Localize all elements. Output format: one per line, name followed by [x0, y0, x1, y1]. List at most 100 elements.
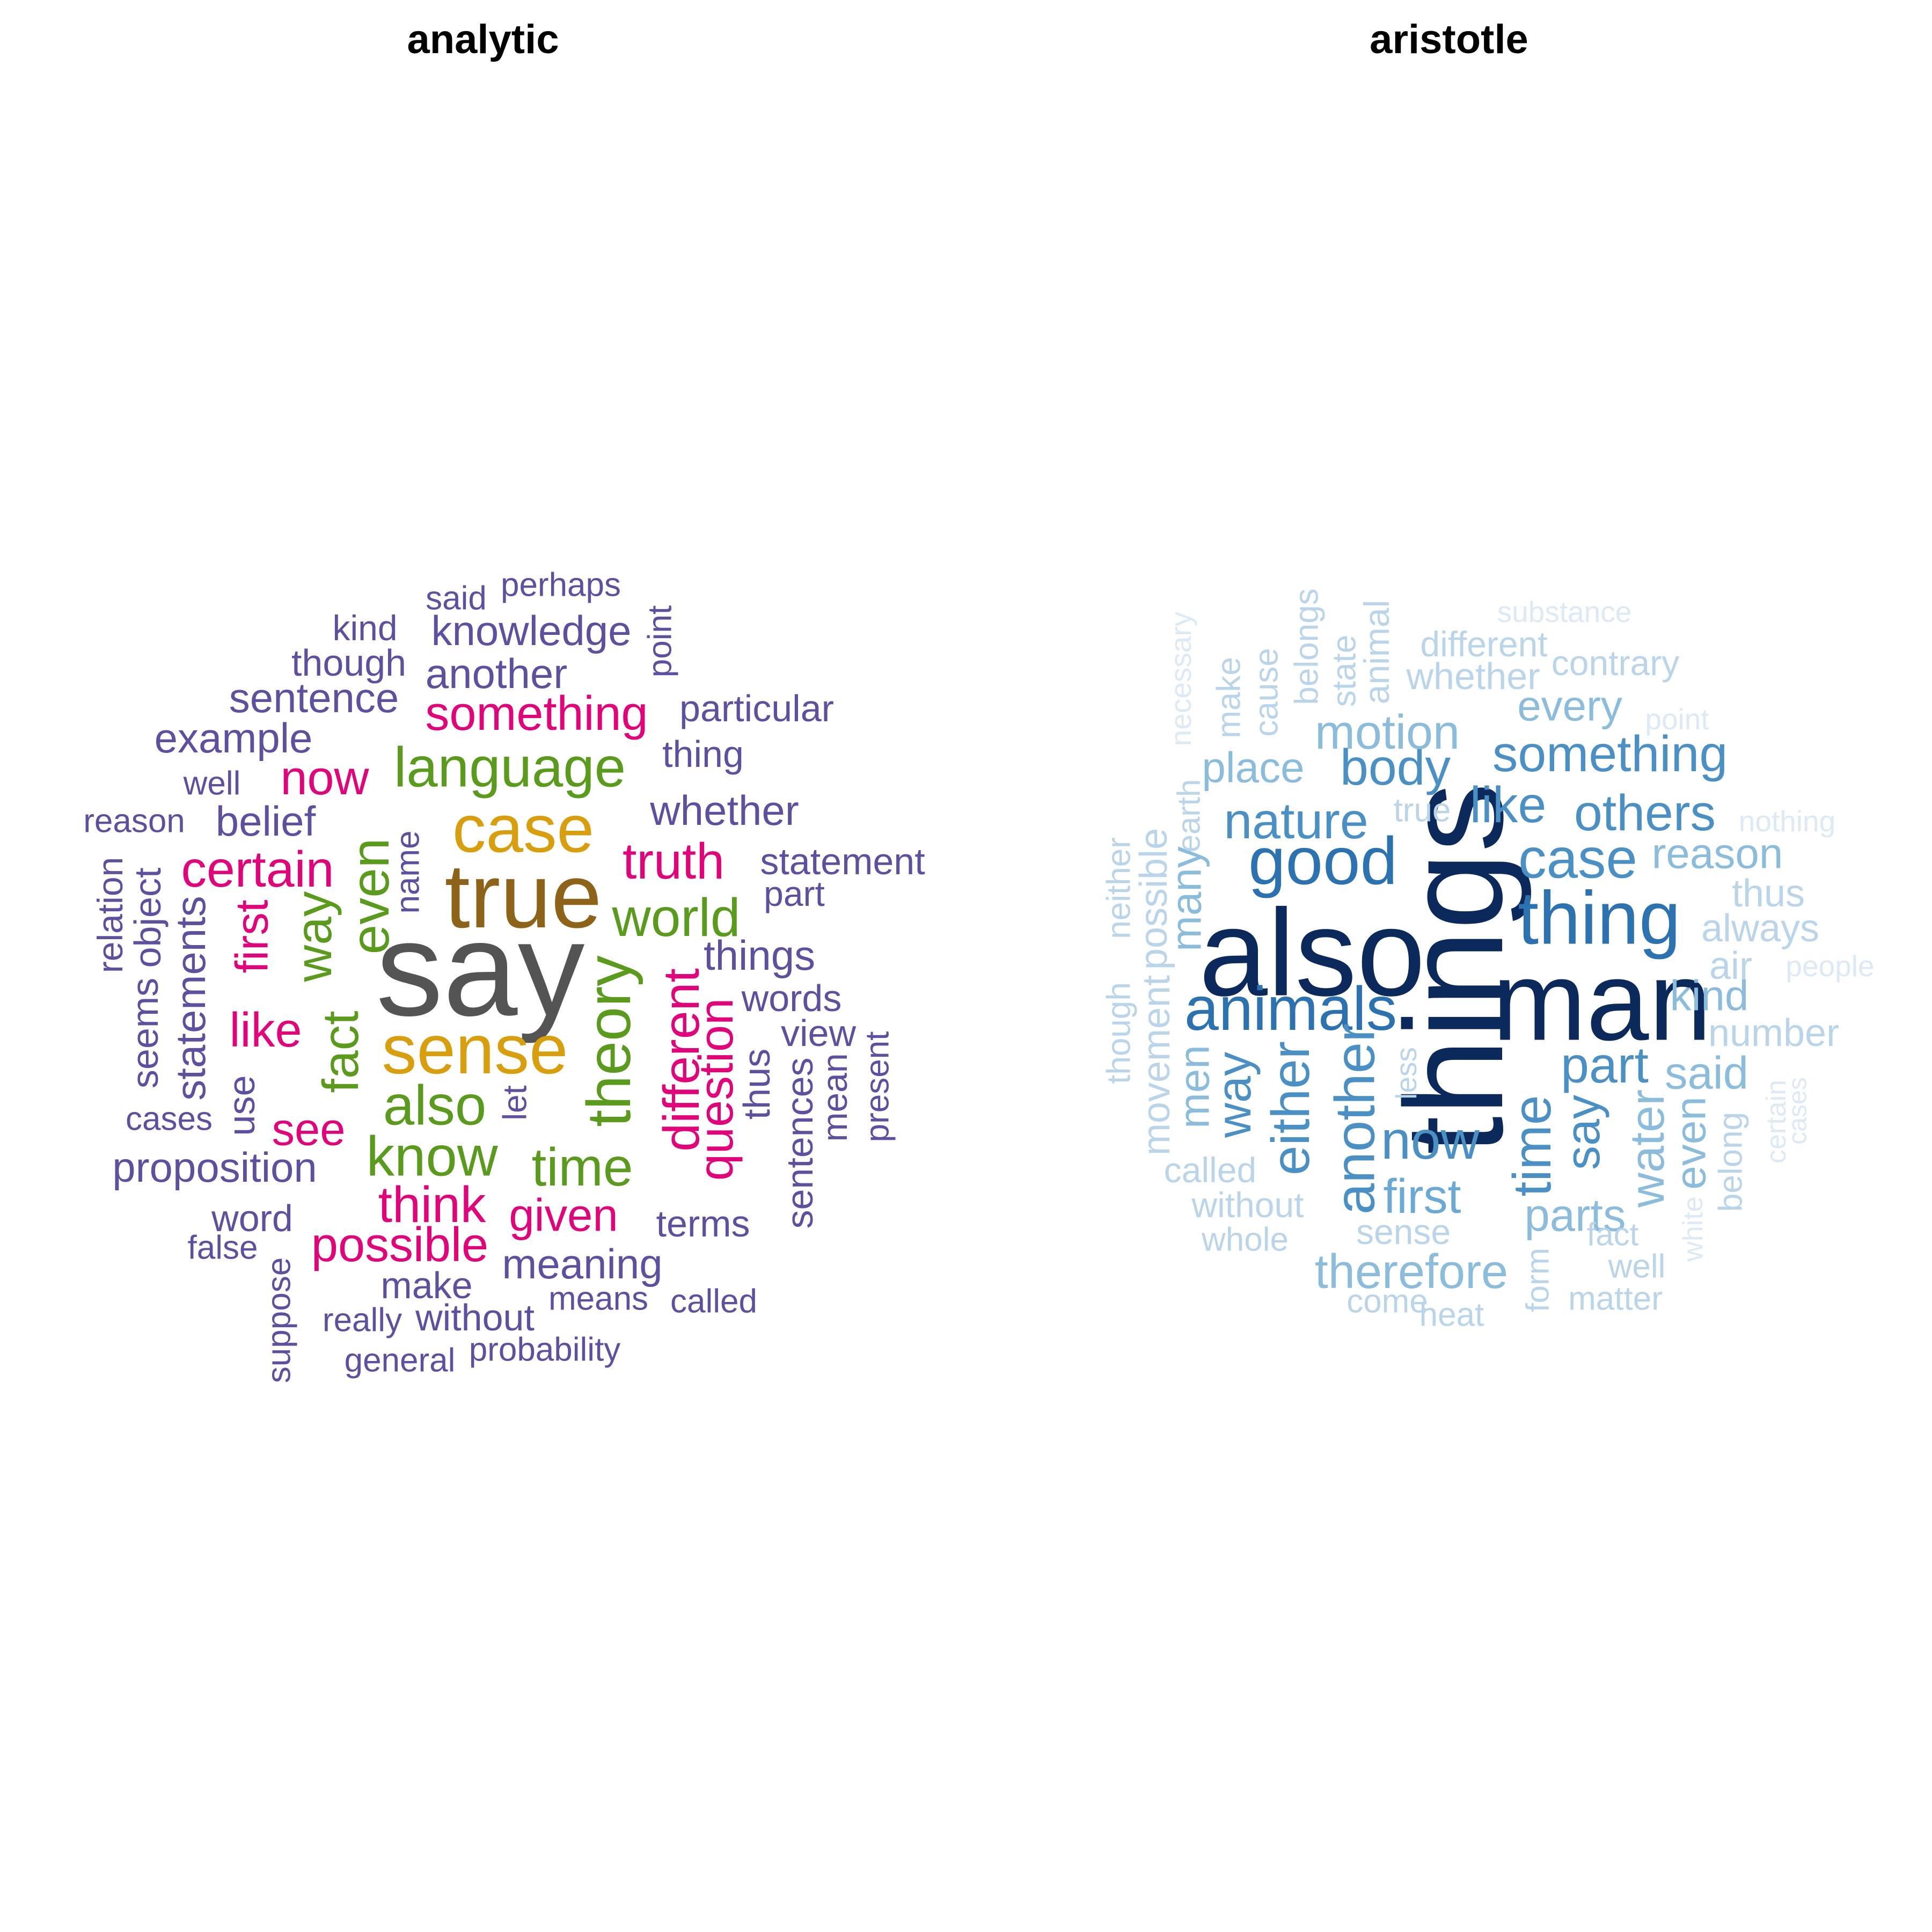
word-fact: fact	[312, 1011, 369, 1093]
panel-title-analytic: analytic	[407, 17, 559, 62]
word-relation: relation	[90, 857, 130, 973]
word-though: though	[291, 642, 406, 684]
word-true: true	[445, 845, 602, 947]
word-first: first	[1384, 1170, 1461, 1224]
word-necessary: necessary	[1164, 611, 1197, 746]
word-belong: belong	[1713, 1112, 1750, 1212]
word-heat: heat	[1419, 1297, 1484, 1334]
word-things: things	[704, 932, 815, 979]
word-thus: thus	[736, 1049, 778, 1119]
word-called: called	[1164, 1150, 1256, 1190]
word-neither: neither	[1101, 837, 1138, 939]
panel-title-aristotle: aristotle	[1370, 17, 1528, 62]
word-question: question	[690, 998, 743, 1181]
word-false: false	[188, 1230, 258, 1267]
word-water: water	[1621, 1089, 1674, 1208]
word-sentences: sentences	[779, 1057, 821, 1228]
word-perhaps: perhaps	[501, 567, 621, 604]
word-state: state	[1326, 635, 1363, 707]
word-said: said	[1665, 1048, 1748, 1099]
word-without: without	[1191, 1185, 1304, 1225]
word-sentence: sentence	[229, 674, 399, 721]
word-object: object	[127, 868, 169, 968]
word-know: know	[366, 1125, 498, 1188]
word-things: things	[1377, 782, 1533, 1155]
word-particular: particular	[679, 687, 834, 729]
word-view: view	[781, 1012, 856, 1054]
word-like: like	[229, 1004, 302, 1057]
word-many: many	[1162, 846, 1210, 952]
word-truth: truth	[623, 833, 724, 890]
word-animal: animal	[1357, 600, 1396, 704]
word-thus: thus	[1732, 872, 1805, 915]
word-animals: animals	[1184, 975, 1397, 1043]
word-body: body	[1340, 739, 1451, 796]
word-something: something	[425, 687, 648, 741]
word-time: time	[532, 1137, 633, 1197]
word-another: another	[426, 650, 568, 697]
word-word: word	[211, 1197, 293, 1239]
word-also: also	[383, 1074, 487, 1137]
word-either: either	[1261, 1041, 1321, 1175]
word-reason: reason	[1652, 830, 1783, 877]
word-part: part	[764, 874, 825, 913]
word-see: see	[272, 1104, 345, 1155]
word-called: called	[670, 1283, 757, 1320]
word-well: well	[1608, 1248, 1666, 1285]
word-thing: thing	[662, 733, 744, 775]
word-matter: matter	[1568, 1280, 1663, 1318]
word-given: given	[509, 1190, 618, 1241]
word-means: means	[548, 1280, 648, 1318]
word-way: way	[286, 891, 342, 982]
word-meaning: meaning	[502, 1240, 662, 1287]
word-kind: kind	[1670, 972, 1749, 1020]
word-even: even	[1667, 1096, 1715, 1189]
word-motion: motion	[1315, 706, 1460, 759]
word-cases: cases	[126, 1101, 213, 1138]
word-every: every	[1517, 682, 1622, 730]
word-say: say	[1556, 1095, 1610, 1170]
word-knowledge: knowledge	[431, 607, 632, 654]
word-also: also	[1199, 884, 1425, 1022]
word-less: less	[1389, 1047, 1423, 1100]
word-come: come	[1346, 1283, 1428, 1320]
word-probability: probability	[469, 1331, 621, 1368]
word-terms: terms	[656, 1203, 750, 1245]
word-fact: fact	[1587, 1217, 1639, 1253]
word-without: without	[415, 1297, 535, 1338]
word-white: white	[1678, 1196, 1709, 1262]
word-sense: sense	[1356, 1212, 1451, 1252]
word-people: people	[1785, 949, 1874, 983]
wordcloud-panel-analytic: analytic	[407, 17, 559, 62]
word-part: part	[1561, 1037, 1649, 1094]
word-something: something	[1492, 726, 1728, 782]
word-air: air	[1709, 945, 1752, 987]
word-theory: theory	[575, 955, 643, 1127]
word-another: another	[1324, 1023, 1387, 1214]
word-man: man	[1492, 938, 1712, 1064]
word-reason: reason	[83, 803, 185, 840]
word-place: place	[1202, 744, 1304, 792]
word-certain: certain	[181, 841, 334, 898]
word-cases: cases	[1784, 1077, 1812, 1144]
word-even: even	[340, 838, 400, 955]
word-earth: earth	[1171, 779, 1207, 853]
word-though: though	[1101, 982, 1138, 1084]
word-point: point	[642, 605, 679, 677]
word-mean: mean	[815, 1053, 854, 1141]
word-present: present	[859, 1031, 896, 1143]
word-always: always	[1701, 907, 1819, 950]
wordcloud-panel-aristotle: aristotle	[966, 0, 1932, 1932]
word-true: true	[1394, 792, 1451, 829]
word-think: think	[378, 1176, 486, 1233]
word-time: time	[1502, 1095, 1562, 1197]
word-possible: possible	[311, 1218, 488, 1272]
word-parts: parts	[1525, 1190, 1626, 1241]
word-case: case	[1518, 828, 1637, 890]
word-different: different	[653, 968, 710, 1152]
word-well: well	[183, 765, 241, 802]
word-point: point	[1645, 702, 1709, 736]
word-contrary: contrary	[1552, 643, 1679, 683]
